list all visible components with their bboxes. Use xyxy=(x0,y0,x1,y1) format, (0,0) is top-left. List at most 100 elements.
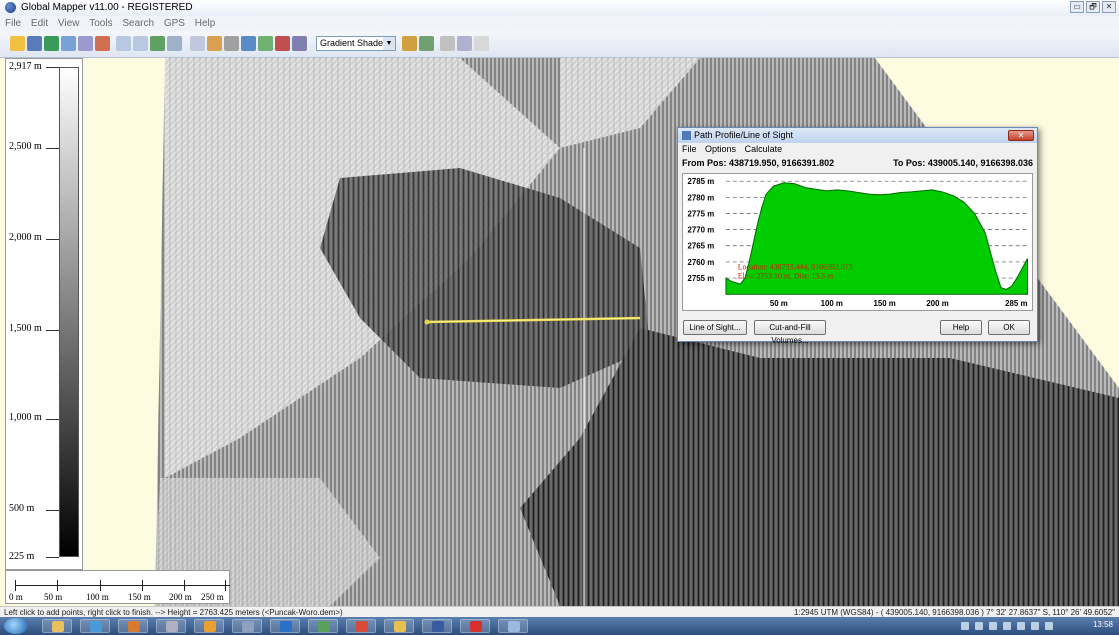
teamviewer-icon xyxy=(280,621,292,632)
legend-tick xyxy=(46,510,59,511)
taskbar-browser[interactable] xyxy=(308,619,338,633)
view-shed-icon[interactable] xyxy=(275,36,290,51)
elevation-profile-chart[interactable]: 2785 m 2780 m 2775 m 2770 m 2765 m 2760 m 2755… xyxy=(682,173,1033,311)
dialog-close-button[interactable]: ✕ xyxy=(1008,130,1034,141)
taskbar-calc[interactable] xyxy=(232,619,262,633)
menu-search[interactable]: Search xyxy=(122,18,155,29)
path-profile-icon[interactable] xyxy=(258,36,273,51)
browser-icon xyxy=(318,621,330,632)
taskbar-global-mapper[interactable] xyxy=(422,619,452,633)
taskbar-chrome[interactable] xyxy=(346,619,376,633)
window-titlebar: Global Mapper v11.00 - REGISTERED ▭ 🗗 ✕ xyxy=(0,0,1119,16)
scale-label: 50 m xyxy=(44,592,63,602)
full-view-icon[interactable] xyxy=(150,36,165,51)
window-title: Global Mapper v11.00 - REGISTERED xyxy=(21,2,193,13)
scale-tick xyxy=(184,580,185,591)
config-icon[interactable] xyxy=(61,36,76,51)
dialog-titlebar[interactable]: Path Profile/Line of Sight ✕ xyxy=(678,128,1037,143)
tray-icon[interactable] xyxy=(1017,622,1025,630)
select-icon[interactable] xyxy=(190,36,205,51)
dialog-menu-file[interactable]: File xyxy=(682,144,697,154)
shader-select[interactable]: Gradient Shader ▼ xyxy=(316,36,396,51)
x-tick-label: 200 m xyxy=(926,299,948,308)
restore-button[interactable]: 🗗 xyxy=(1086,1,1100,13)
layers-icon[interactable] xyxy=(78,36,93,51)
menu-help[interactable]: Help xyxy=(194,18,216,29)
taskbar-ie[interactable] xyxy=(80,619,110,633)
dialog-title: Path Profile/Line of Sight xyxy=(694,130,794,140)
save-icon[interactable] xyxy=(27,36,42,51)
home-icon[interactable] xyxy=(167,36,182,51)
legend-tick xyxy=(46,67,59,68)
scale-label: 250 m xyxy=(201,592,224,602)
zoom-out-icon[interactable] xyxy=(133,36,148,51)
internet-explorer-icon xyxy=(90,621,102,632)
app4-icon xyxy=(508,621,520,632)
start-button[interactable] xyxy=(4,618,28,634)
legend-label-max: 2,917 m xyxy=(9,61,42,72)
vertical-exag-icon[interactable] xyxy=(440,36,455,51)
tool-icon[interactable] xyxy=(95,36,110,51)
taskbar-app4[interactable] xyxy=(498,619,528,633)
app2-icon xyxy=(394,621,406,632)
shader-settings-icon[interactable] xyxy=(402,36,417,51)
legend-tick xyxy=(46,330,59,331)
firefox-icon xyxy=(128,621,140,632)
y-tick-label: 2755 m xyxy=(688,274,715,283)
volume-icon[interactable] xyxy=(1045,622,1053,630)
status-coordinates: 1:2945 UTM (WGS84) - ( 439005.140, 91663… xyxy=(794,608,1115,617)
elevation-color-ramp xyxy=(59,67,79,557)
tray-icon[interactable] xyxy=(961,622,969,630)
3d-view-icon[interactable] xyxy=(292,36,307,51)
scale-tick xyxy=(15,580,16,591)
dialog-menu-options[interactable]: Options xyxy=(705,144,737,154)
dialog-menu-calculate[interactable]: Calculate xyxy=(744,144,783,154)
taskbar-clock[interactable]: 13:58 xyxy=(1092,620,1113,629)
lighting-icon[interactable] xyxy=(419,36,434,51)
tray-icon[interactable] xyxy=(1003,622,1011,630)
chrome-icon xyxy=(356,621,368,632)
minimize-button[interactable]: ▭ xyxy=(1070,1,1084,13)
x-axis-ticks: 50 m 100 m 150 m 200 m 285 m xyxy=(770,299,1028,308)
zoom-in-icon[interactable] xyxy=(116,36,131,51)
ok-button[interactable]: OK xyxy=(988,320,1030,335)
scale-icon[interactable] xyxy=(474,36,489,51)
path-profile-dialog: Path Profile/Line of Sight ✕ File Option… xyxy=(677,127,1038,345)
network-icon[interactable] xyxy=(1031,622,1039,630)
menu-file[interactable]: File xyxy=(5,18,22,29)
taskbar-explorer[interactable] xyxy=(42,619,72,633)
legend-label-min: 225 m xyxy=(9,551,35,562)
scale-bar: 0 m 50 m 100 m 150 m 200 m 250 m xyxy=(5,570,230,604)
from-position: From Pos: 438719.950, 9166391.802 xyxy=(682,158,835,168)
globe-icon[interactable] xyxy=(44,36,59,51)
to-position: To Pos: 439005.140, 9166398.036 xyxy=(893,158,1033,168)
cut-fill-volumes-button[interactable]: Cut-and-Fill Volumes... xyxy=(754,320,826,345)
y-tick-label: 2770 m xyxy=(688,226,715,235)
menu-gps[interactable]: GPS xyxy=(163,18,185,29)
taskbar-teamviewer[interactable] xyxy=(270,619,300,633)
line-of-sight-button[interactable]: Line of Sight... xyxy=(683,320,747,335)
taskbar-app3[interactable] xyxy=(460,619,490,633)
sun-angle-icon[interactable] xyxy=(457,36,472,51)
close-button[interactable]: ✕ xyxy=(1102,1,1116,13)
tray-icon[interactable] xyxy=(975,622,983,630)
menu-edit[interactable]: Edit xyxy=(30,18,49,29)
legend-tick xyxy=(46,148,59,149)
digitizer-icon[interactable] xyxy=(207,36,222,51)
open-folder-icon[interactable] xyxy=(10,36,25,51)
taskbar-firefox[interactable] xyxy=(118,619,148,633)
taskbar-app[interactable] xyxy=(156,619,186,633)
taskbar-media[interactable] xyxy=(194,619,224,633)
dialog-menu-bar: File Options Calculate xyxy=(678,143,1037,156)
menu-tools[interactable]: Tools xyxy=(89,18,113,29)
help-button[interactable]: Help xyxy=(940,320,982,335)
status-bar: Left click to add points, right click to… xyxy=(0,606,1119,617)
feature-info-icon[interactable] xyxy=(241,36,256,51)
menu-view[interactable]: View xyxy=(57,18,80,29)
taskbar-app2[interactable] xyxy=(384,619,414,633)
x-tick-label: 100 m xyxy=(821,299,843,308)
measure-icon[interactable] xyxy=(224,36,239,51)
tray-icon[interactable] xyxy=(989,622,997,630)
legend-tick xyxy=(46,419,59,420)
system-tray: 13:58 xyxy=(919,617,1119,635)
